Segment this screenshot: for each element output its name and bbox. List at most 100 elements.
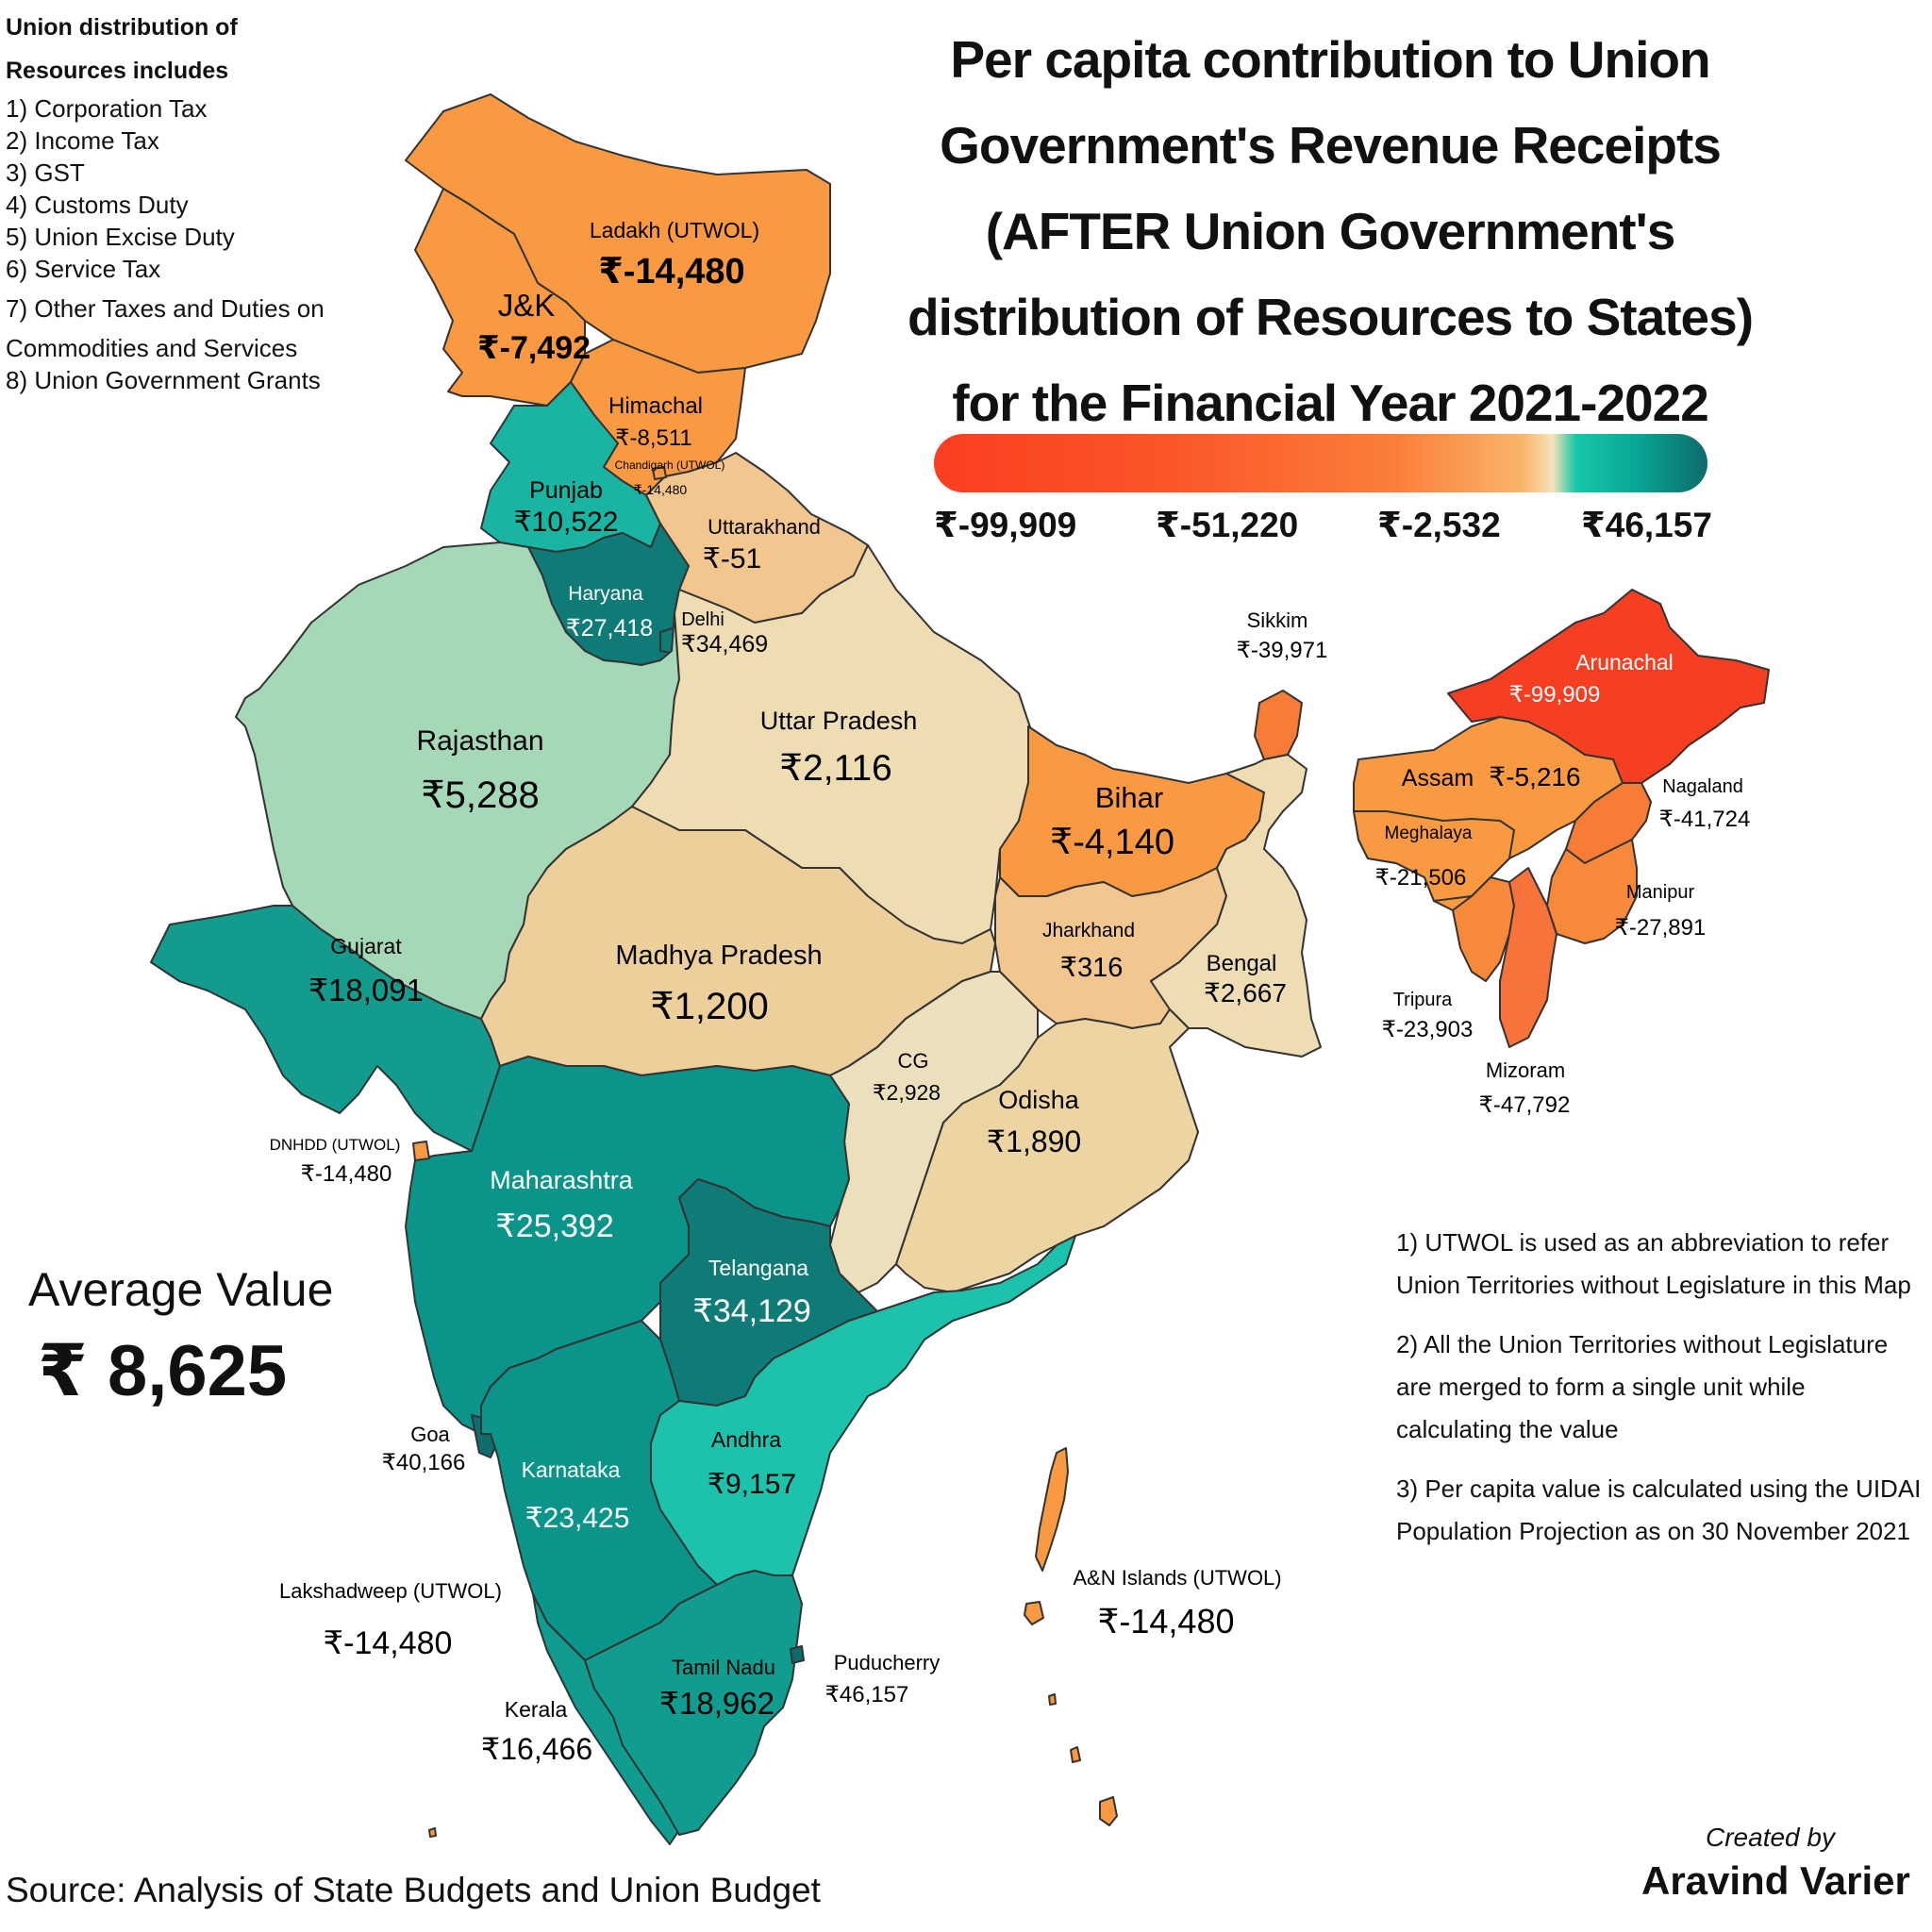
- color-scale-legend: [934, 434, 1707, 492]
- region-an-islands: [1099, 1796, 1118, 1826]
- region-chandigarh: [652, 466, 667, 480]
- label-mizoram-name: Mizoram: [1486, 1058, 1565, 1082]
- region-sikkim: [1254, 690, 1303, 760]
- label-tripura-name: Tripura: [1393, 990, 1453, 1010]
- label-mp-value: ₹1,200: [650, 986, 769, 1027]
- label-tn-name: Tamil Nadu: [672, 1656, 775, 1679]
- label-kerala-name: Kerala: [505, 1697, 568, 1722]
- label-chandigarh-value: ₹-14,480: [634, 482, 688, 497]
- label-up-value: ₹2,116: [779, 748, 892, 789]
- label-sikkim-value: ₹-39,971: [1237, 638, 1328, 663]
- note-item: 2) All the Union Territories without Leg…: [1396, 1330, 1889, 1443]
- label-chandigarh-name: Chandigarh (UTWOL): [615, 458, 725, 472]
- label-gujarat-value: ₹18,091: [308, 973, 424, 1008]
- average-value-label: Average Value: [28, 1263, 334, 1316]
- label-uttarakhand-name: Uttarakhand: [708, 515, 821, 539]
- includes-item: 2) Income Tax: [6, 126, 159, 155]
- title-line: distribution of Resources to States): [907, 288, 1754, 346]
- region-andhra: [650, 1235, 1076, 1586]
- title-line: (AFTER Union Government's: [985, 202, 1676, 260]
- label-tripura-value: ₹-23,903: [1382, 1017, 1474, 1042]
- label-arunachal-value: ₹-99,909: [1509, 682, 1601, 708]
- label-delhi-name: Delhi: [681, 609, 724, 630]
- label-ladakh-value: ₹-14,480: [598, 252, 744, 291]
- label-delhi-value: ₹34,469: [681, 631, 768, 658]
- label-nagaland-name: Nagaland: [1662, 776, 1743, 797]
- label-gujarat-name: Gujarat: [330, 934, 402, 958]
- legend-tick-min: ₹-99,909: [934, 506, 1077, 544]
- label-haryana-name: Haryana: [568, 583, 643, 605]
- region-dnhdd: [412, 1141, 430, 1161]
- region-lakshadweep: [428, 1827, 437, 1838]
- label-jk-name: J&K: [498, 288, 556, 323]
- region-an-islands: [1070, 1746, 1081, 1763]
- label-rajasthan-value: ₹5,288: [421, 774, 540, 816]
- includes-item: 8) Union Government Grants: [6, 366, 321, 394]
- average-value: ₹ 8,625: [38, 1331, 288, 1411]
- region-gujarat: [150, 905, 501, 1152]
- includes-heading-line2: Resources includes: [6, 58, 229, 84]
- label-dnhdd-value: ₹-14,480: [301, 1161, 392, 1187]
- label-tn-value: ₹18,962: [659, 1686, 774, 1721]
- title-line: Per capita contribution to Union: [950, 30, 1710, 89]
- note-item: 1) UTWOL is used as an abbreviation to r…: [1396, 1228, 1911, 1299]
- label-andhra-value: ₹9,157: [708, 1469, 796, 1500]
- label-manipur-value: ₹-27,891: [1615, 915, 1707, 941]
- label-meghalaya-name: Meghalaya: [1385, 824, 1473, 843]
- includes-item: Commodities and Services: [6, 334, 298, 362]
- label-an-name: A&N Islands (UTWOL): [1073, 1566, 1281, 1590]
- region-odisha: [895, 1008, 1199, 1293]
- label-goa-name: Goa: [410, 1423, 450, 1446]
- legend-tick: ₹-2,532: [1377, 506, 1501, 544]
- region-an-islands: [1024, 1601, 1044, 1625]
- label-cg-value: ₹2,928: [873, 1080, 941, 1105]
- label-haryana-value: ₹27,418: [566, 615, 653, 641]
- region-an-islands: [1035, 1447, 1069, 1572]
- label-rajasthan-name: Rajasthan: [416, 725, 543, 757]
- label-manipur-name: Manipur: [1626, 882, 1695, 903]
- label-telangana-value: ₹34,129: [692, 1293, 811, 1329]
- label-odisha-name: Odisha: [998, 1086, 1080, 1114]
- label-bengal-value: ₹2,667: [1204, 978, 1287, 1008]
- label-jharkhand-value: ₹316: [1060, 953, 1124, 983]
- credit-author: Aravind Varier: [1641, 1858, 1910, 1903]
- label-maharashtra-value: ₹25,392: [495, 1208, 614, 1244]
- includes-item: 4) Customs Duty: [6, 191, 189, 219]
- label-assam-value: ₹-5,216: [1489, 762, 1580, 791]
- note-item: 3) Per capita value is calculated using …: [1396, 1474, 1922, 1545]
- label-lakshadweep-value: ₹-14,480: [324, 1625, 453, 1661]
- label-bihar-value: ₹-4,140: [1050, 823, 1174, 862]
- region-an-islands: [1048, 1693, 1057, 1706]
- label-uttarakhand-value: ₹-51: [703, 543, 761, 575]
- source-caption: Source: Analysis of State Budgets and Un…: [6, 1871, 821, 1909]
- includes-item: 5) Union Excise Duty: [6, 223, 235, 251]
- label-goa-value: ₹40,166: [382, 1450, 466, 1475]
- label-jk-value: ₹-7,492: [477, 330, 591, 366]
- label-himachal-name: Himachal: [608, 393, 703, 419]
- label-andhra-name: Andhra: [711, 1427, 781, 1452]
- label-meghalaya-value: ₹-21,506: [1375, 865, 1467, 891]
- label-telangana-name: Telangana: [708, 1256, 808, 1280]
- credit-by: Created by: [1706, 1823, 1835, 1852]
- title-line: for the Financial Year 2021-2022: [952, 374, 1709, 432]
- label-lakshadweep-name: Lakshadweep (UTWOL): [279, 1579, 502, 1603]
- label-bihar-name: Bihar: [1095, 781, 1163, 814]
- label-punjab-name: Punjab: [529, 477, 603, 504]
- label-bengal-name: Bengal: [1207, 951, 1277, 976]
- label-nagaland-value: ₹-41,724: [1659, 807, 1751, 832]
- map-notes: 1) UTWOL is used as an abbreviation to r…: [1396, 1222, 1924, 1570]
- label-dnhdd-name: DNHDD (UTWOL): [270, 1136, 401, 1154]
- label-arunachal-name: Arunachal: [1575, 650, 1674, 675]
- region-bengal: [1150, 754, 1322, 1058]
- label-puducherry-name: Puducherry: [834, 1651, 941, 1674]
- label-punjab-value: ₹10,522: [514, 507, 619, 538]
- label-odisha-value: ₹1,890: [987, 1124, 1081, 1158]
- label-ladakh-name: Ladakh (UTWOL): [590, 218, 759, 242]
- region-mizoram: [1499, 867, 1557, 1048]
- includes-heading-line1: Union distribution of: [6, 14, 238, 41]
- label-kerala-value: ₹16,466: [481, 1732, 592, 1766]
- includes-item: 6) Service Tax: [6, 255, 161, 283]
- legend-tick: ₹-51,220: [1156, 506, 1299, 544]
- label-mizoram-value: ₹-47,792: [1479, 1092, 1571, 1118]
- region-jk: [414, 188, 586, 407]
